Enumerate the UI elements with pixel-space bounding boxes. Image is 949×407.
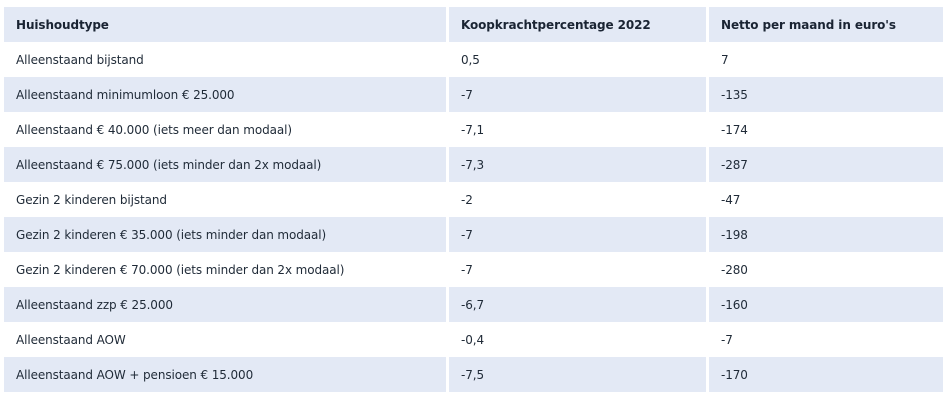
- cell-netto-per-maand: -47: [709, 182, 943, 217]
- cell-koopkrachtpercentage: -0,4: [449, 322, 709, 357]
- column-header-huishoudtype: Huishoudtype: [4, 7, 449, 42]
- table-row: Alleenstaand bijstand 0,5 7: [4, 42, 943, 77]
- table-row: Alleenstaand zzp € 25.000 -6,7 -160: [4, 287, 943, 322]
- cell-huishoudtype: Alleenstaand AOW + pensioen € 15.000: [4, 357, 449, 392]
- table-header: Huishoudtype Koopkrachtpercentage 2022 N…: [4, 7, 943, 42]
- cell-koopkrachtpercentage: -7,1: [449, 112, 709, 147]
- header-row: Huishoudtype Koopkrachtpercentage 2022 N…: [4, 7, 943, 42]
- cell-huishoudtype: Alleenstaand zzp € 25.000: [4, 287, 449, 322]
- cell-huishoudtype: Alleenstaand AOW: [4, 322, 449, 357]
- table-body: Alleenstaand bijstand 0,5 7 Alleenstaand…: [4, 42, 943, 392]
- cell-huishoudtype: Alleenstaand bijstand: [4, 42, 449, 77]
- table-row: Gezin 2 kinderen € 35.000 (iets minder d…: [4, 217, 943, 252]
- cell-netto-per-maand: -170: [709, 357, 943, 392]
- cell-huishoudtype: Gezin 2 kinderen € 70.000 (iets minder d…: [4, 252, 449, 287]
- cell-huishoudtype: Gezin 2 kinderen bijstand: [4, 182, 449, 217]
- cell-huishoudtype: Alleenstaand € 75.000 (iets minder dan 2…: [4, 147, 449, 182]
- cell-koopkrachtpercentage: -7,5: [449, 357, 709, 392]
- cell-netto-per-maand: -160: [709, 287, 943, 322]
- cell-netto-per-maand: -287: [709, 147, 943, 182]
- cell-netto-per-maand: -198: [709, 217, 943, 252]
- cell-koopkrachtpercentage: -7,3: [449, 147, 709, 182]
- koopkracht-table: Huishoudtype Koopkrachtpercentage 2022 N…: [4, 7, 943, 392]
- cell-koopkrachtpercentage: 0,5: [449, 42, 709, 77]
- table-row: Alleenstaand € 40.000 (iets meer dan mod…: [4, 112, 943, 147]
- cell-netto-per-maand: -174: [709, 112, 943, 147]
- table-row: Alleenstaand AOW + pensioen € 15.000 -7,…: [4, 357, 943, 392]
- table-row: Alleenstaand € 75.000 (iets minder dan 2…: [4, 147, 943, 182]
- cell-netto-per-maand: 7: [709, 42, 943, 77]
- cell-netto-per-maand: -280: [709, 252, 943, 287]
- cell-huishoudtype: Gezin 2 kinderen € 35.000 (iets minder d…: [4, 217, 449, 252]
- cell-netto-per-maand: -135: [709, 77, 943, 112]
- cell-huishoudtype: Alleenstaand € 40.000 (iets meer dan mod…: [4, 112, 449, 147]
- table-row: Alleenstaand minimumloon € 25.000 -7 -13…: [4, 77, 943, 112]
- cell-koopkrachtpercentage: -7: [449, 252, 709, 287]
- cell-koopkrachtpercentage: -6,7: [449, 287, 709, 322]
- table-row: Gezin 2 kinderen bijstand -2 -47: [4, 182, 943, 217]
- cell-koopkrachtpercentage: -7: [449, 217, 709, 252]
- column-header-koopkrachtpercentage: Koopkrachtpercentage 2022: [449, 7, 709, 42]
- table-row: Gezin 2 kinderen € 70.000 (iets minder d…: [4, 252, 943, 287]
- column-header-netto-per-maand: Netto per maand in euro's: [709, 7, 943, 42]
- cell-koopkrachtpercentage: -2: [449, 182, 709, 217]
- cell-netto-per-maand: -7: [709, 322, 943, 357]
- cell-koopkrachtpercentage: -7: [449, 77, 709, 112]
- table-row: Alleenstaand AOW -0,4 -7: [4, 322, 943, 357]
- cell-huishoudtype: Alleenstaand minimumloon € 25.000: [4, 77, 449, 112]
